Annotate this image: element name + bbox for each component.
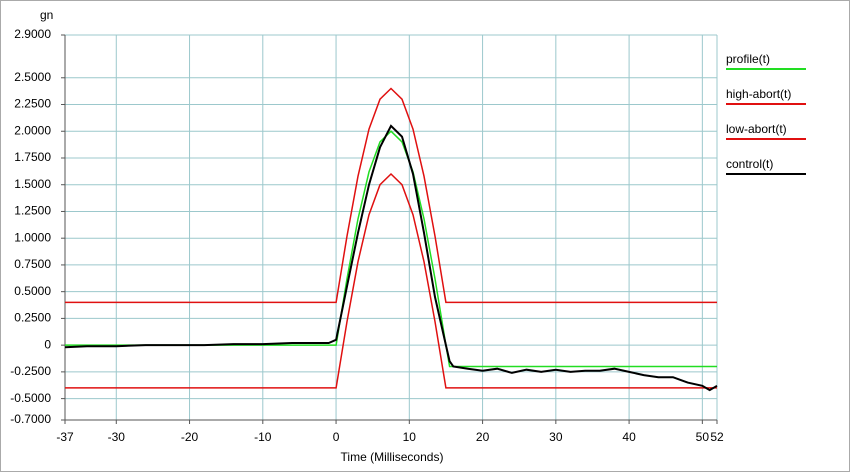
y-tick-label: 1.7500 <box>14 150 51 164</box>
x-tick-label: 10 <box>403 430 417 444</box>
legend-label: high-abort(t) <box>726 87 791 101</box>
legend-label: control(t) <box>726 157 773 171</box>
y-tick-label: 0.5000 <box>14 284 51 298</box>
y-tick-label: 2.9000 <box>14 27 51 41</box>
x-tick-label: 52 <box>710 430 724 444</box>
y-tick-label: 2.5000 <box>14 70 51 84</box>
x-tick-label: 50 <box>696 430 710 444</box>
y-tick-label: 2.2500 <box>14 97 51 111</box>
x-tick-label: -10 <box>254 430 272 444</box>
legend-label: profile(t) <box>726 52 770 66</box>
series-line <box>65 87 717 304</box>
y-tick-label: 1.2500 <box>14 204 51 218</box>
x-tick-label: 0 <box>333 430 340 444</box>
y-axis-title: gn <box>40 8 53 22</box>
y-tick-label: 0.7500 <box>14 257 51 271</box>
x-tick-label: -37 <box>56 430 74 444</box>
y-tick-label: 1.5000 <box>14 177 51 191</box>
y-tick-label: -0.7000 <box>10 412 51 426</box>
x-tick-label: 40 <box>622 430 636 444</box>
series-line <box>64 124 718 392</box>
x-tick-label: 30 <box>549 430 563 444</box>
y-tick-label: -0.2500 <box>10 364 51 378</box>
legend-label: low-abort(t) <box>726 122 787 136</box>
x-tick-label: -20 <box>181 430 199 444</box>
x-axis-title: Time (Milliseconds) <box>341 450 444 464</box>
y-tick-label: 0 <box>44 337 51 351</box>
y-tick-label: 1.0000 <box>14 230 51 244</box>
x-tick-label: 20 <box>476 430 490 444</box>
x-tick-label: -30 <box>108 430 126 444</box>
y-tick-label: -0.5000 <box>10 391 51 405</box>
series-line <box>65 172 717 389</box>
y-tick-label: 2.0000 <box>14 123 51 137</box>
y-tick-label: 0.2500 <box>14 311 51 325</box>
